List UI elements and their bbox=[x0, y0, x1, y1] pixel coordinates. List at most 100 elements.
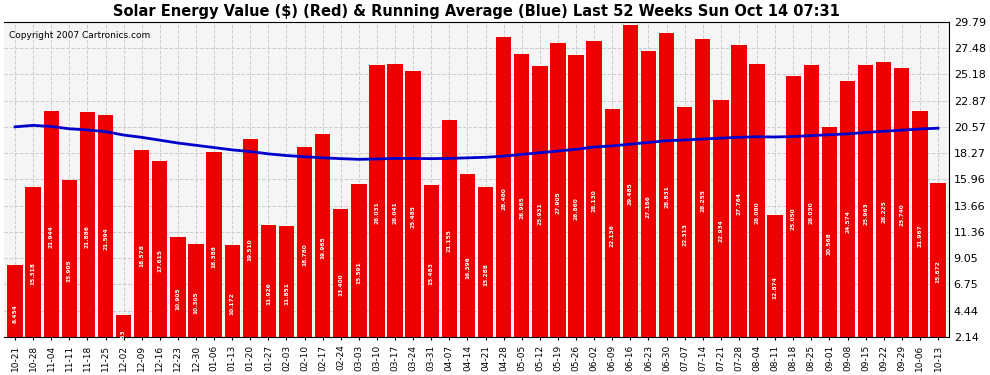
Text: 17.615: 17.615 bbox=[157, 249, 162, 272]
Text: 18.780: 18.780 bbox=[302, 243, 307, 266]
Text: 15.288: 15.288 bbox=[483, 263, 488, 286]
Text: 12.874: 12.874 bbox=[772, 276, 777, 299]
Text: 22.136: 22.136 bbox=[610, 224, 615, 247]
Bar bbox=[459, 174, 475, 362]
Bar bbox=[732, 45, 746, 362]
Text: 25.963: 25.963 bbox=[863, 202, 868, 225]
Bar bbox=[533, 66, 547, 361]
Text: 27.764: 27.764 bbox=[737, 192, 742, 214]
Text: 11.851: 11.851 bbox=[284, 282, 289, 305]
Title: Solar Energy Value ($) (Red) & Running Average (Blue) Last 52 Weeks Sun Oct 14 0: Solar Energy Value ($) (Red) & Running A… bbox=[113, 4, 840, 19]
Text: 22.313: 22.313 bbox=[682, 223, 687, 246]
Bar bbox=[840, 81, 855, 362]
Bar bbox=[369, 64, 385, 362]
Text: 15.672: 15.672 bbox=[936, 261, 940, 284]
Text: 27.186: 27.186 bbox=[645, 195, 651, 218]
Text: 21.594: 21.594 bbox=[103, 227, 108, 250]
Bar bbox=[568, 55, 584, 362]
Bar bbox=[550, 43, 565, 362]
Text: 26.030: 26.030 bbox=[809, 202, 814, 224]
Bar bbox=[152, 160, 167, 362]
Text: Copyright 2007 Cartronics.com: Copyright 2007 Cartronics.com bbox=[9, 31, 150, 40]
Bar bbox=[713, 100, 729, 362]
Text: 15.318: 15.318 bbox=[31, 262, 36, 285]
Text: 26.031: 26.031 bbox=[374, 202, 379, 224]
Bar bbox=[785, 76, 801, 362]
Text: 28.831: 28.831 bbox=[664, 186, 669, 209]
Bar bbox=[695, 39, 711, 362]
Bar bbox=[170, 237, 185, 362]
Text: 18.578: 18.578 bbox=[140, 244, 145, 267]
Bar bbox=[351, 184, 366, 362]
Text: 18.388: 18.388 bbox=[212, 245, 217, 268]
Text: 25.740: 25.740 bbox=[899, 203, 904, 226]
Text: 28.255: 28.255 bbox=[700, 189, 705, 212]
Bar bbox=[641, 51, 656, 362]
Text: 21.944: 21.944 bbox=[49, 225, 53, 248]
Text: 26.080: 26.080 bbox=[754, 201, 759, 224]
Bar bbox=[514, 54, 530, 362]
Text: 10.305: 10.305 bbox=[193, 291, 199, 314]
Text: 4.053: 4.053 bbox=[121, 329, 126, 348]
Bar bbox=[605, 109, 620, 362]
Bar bbox=[333, 209, 348, 362]
Bar bbox=[206, 152, 222, 362]
Bar bbox=[767, 214, 783, 362]
Bar bbox=[315, 134, 331, 362]
Text: 28.480: 28.480 bbox=[501, 188, 506, 210]
Text: 15.591: 15.591 bbox=[356, 261, 361, 284]
Bar bbox=[894, 68, 910, 361]
Text: 16.396: 16.396 bbox=[465, 256, 470, 279]
Bar bbox=[44, 111, 59, 362]
Text: 15.483: 15.483 bbox=[429, 262, 434, 285]
Text: 11.926: 11.926 bbox=[266, 282, 271, 305]
Bar bbox=[749, 64, 764, 362]
Bar bbox=[387, 64, 403, 362]
Bar bbox=[858, 65, 873, 362]
Bar bbox=[116, 315, 132, 362]
Text: 19.510: 19.510 bbox=[248, 239, 252, 261]
Bar bbox=[7, 265, 23, 362]
Bar bbox=[188, 244, 204, 362]
Text: 10.905: 10.905 bbox=[175, 288, 180, 310]
Text: 21.155: 21.155 bbox=[446, 230, 451, 252]
Text: 25.931: 25.931 bbox=[538, 202, 543, 225]
Text: 10.172: 10.172 bbox=[230, 292, 235, 315]
Bar bbox=[134, 150, 149, 362]
Text: 13.400: 13.400 bbox=[339, 274, 344, 296]
Text: 25.050: 25.050 bbox=[791, 207, 796, 230]
Text: 21.886: 21.886 bbox=[85, 225, 90, 248]
Bar bbox=[912, 111, 928, 362]
Text: 28.130: 28.130 bbox=[592, 190, 597, 212]
Bar bbox=[822, 127, 838, 362]
Text: 25.485: 25.485 bbox=[411, 205, 416, 228]
Bar bbox=[804, 64, 819, 362]
Bar bbox=[26, 187, 41, 362]
Text: 8.454: 8.454 bbox=[13, 304, 18, 322]
Text: 26.860: 26.860 bbox=[573, 197, 578, 220]
Bar bbox=[442, 120, 457, 362]
Bar bbox=[279, 226, 294, 362]
Bar bbox=[80, 112, 95, 362]
Bar bbox=[406, 71, 421, 361]
Bar bbox=[876, 62, 891, 362]
Bar bbox=[931, 183, 945, 362]
Text: 27.905: 27.905 bbox=[555, 191, 560, 214]
Bar bbox=[623, 25, 638, 362]
Bar bbox=[61, 180, 77, 362]
Text: 15.905: 15.905 bbox=[66, 260, 72, 282]
Bar bbox=[658, 33, 674, 362]
Bar bbox=[424, 185, 439, 362]
Bar bbox=[496, 37, 512, 362]
Text: 19.965: 19.965 bbox=[320, 236, 325, 259]
Text: 26.041: 26.041 bbox=[393, 201, 398, 224]
Bar bbox=[677, 107, 692, 362]
Bar bbox=[243, 139, 258, 362]
Bar bbox=[586, 40, 602, 362]
Text: 22.934: 22.934 bbox=[719, 219, 724, 242]
Text: 20.568: 20.568 bbox=[827, 233, 832, 255]
Bar bbox=[225, 245, 240, 362]
Text: 24.574: 24.574 bbox=[845, 210, 850, 233]
Text: 26.965: 26.965 bbox=[519, 196, 525, 219]
Text: 29.485: 29.485 bbox=[628, 182, 633, 205]
